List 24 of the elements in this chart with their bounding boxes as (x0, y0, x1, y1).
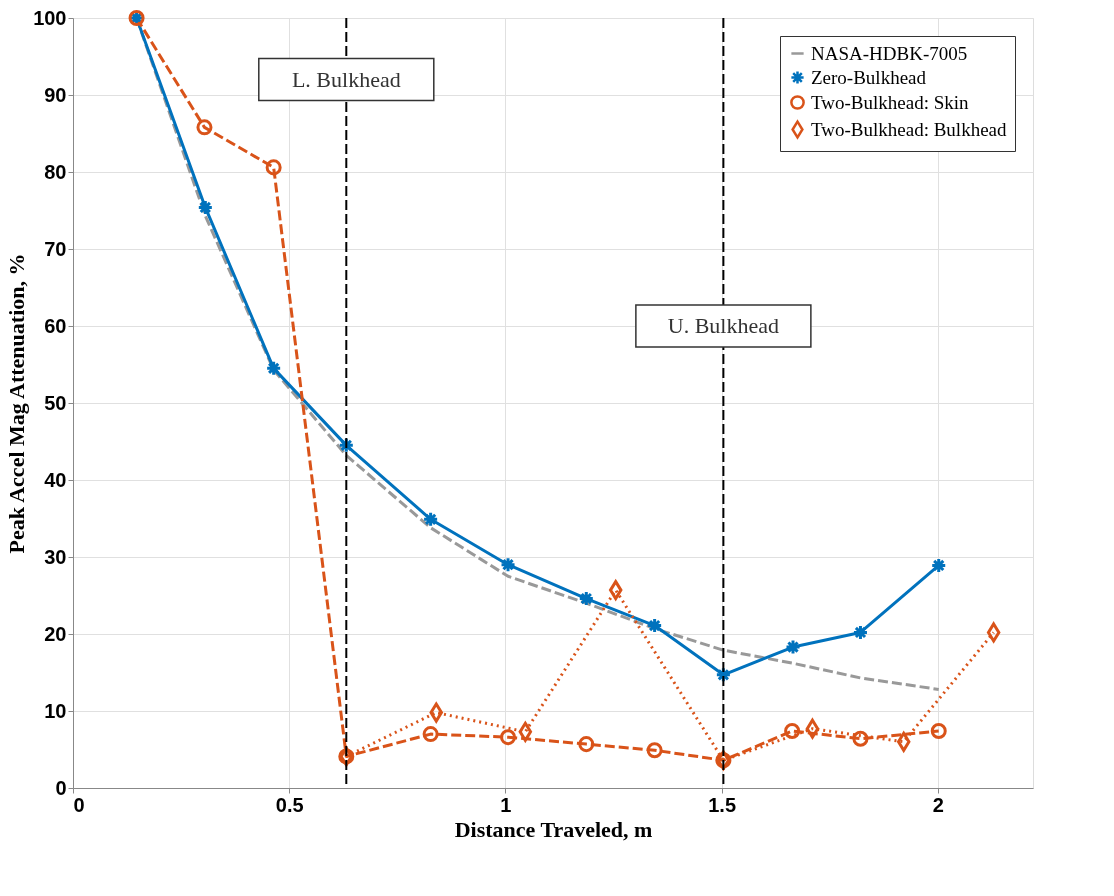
y-tick-label: 50 (44, 391, 67, 414)
y-tick-label: 40 (44, 468, 67, 491)
y-axis-title: Peak Accel Mag Attenuation, % (4, 253, 30, 554)
y-tick-label: 80 (44, 160, 67, 183)
x-tick-label: 1 (500, 793, 512, 816)
x-tick-label: 0 (73, 793, 85, 816)
legend-label: NASA-HDBK-7005 (811, 42, 968, 64)
x-axis-title: Distance Traveled, m (454, 816, 653, 842)
y-tick-label: 10 (44, 699, 67, 722)
legend-label: Two-Bulkhead: Bulkhead (811, 118, 1007, 140)
legend-label: Two-Bulkhead: Skin (811, 91, 970, 113)
x-tick-label: 0.5 (275, 793, 304, 816)
y-tick-label: 70 (44, 237, 67, 260)
y-tick-label: 90 (44, 83, 67, 106)
y-tick-label: 60 (44, 314, 67, 337)
legend-label: Zero-Bulkhead (811, 66, 927, 88)
ref-line-label: L. Bulkhead (291, 66, 401, 92)
y-tick-label: 100 (33, 6, 67, 29)
x-tick-label: 2 (932, 793, 944, 816)
y-tick-label: 20 (44, 622, 67, 645)
ref-line-label: U. Bulkhead (667, 313, 779, 338)
y-tick-label: 30 (44, 545, 67, 568)
y-tick-label: 0 (55, 776, 67, 799)
x-tick-label: 1.5 (708, 793, 737, 816)
